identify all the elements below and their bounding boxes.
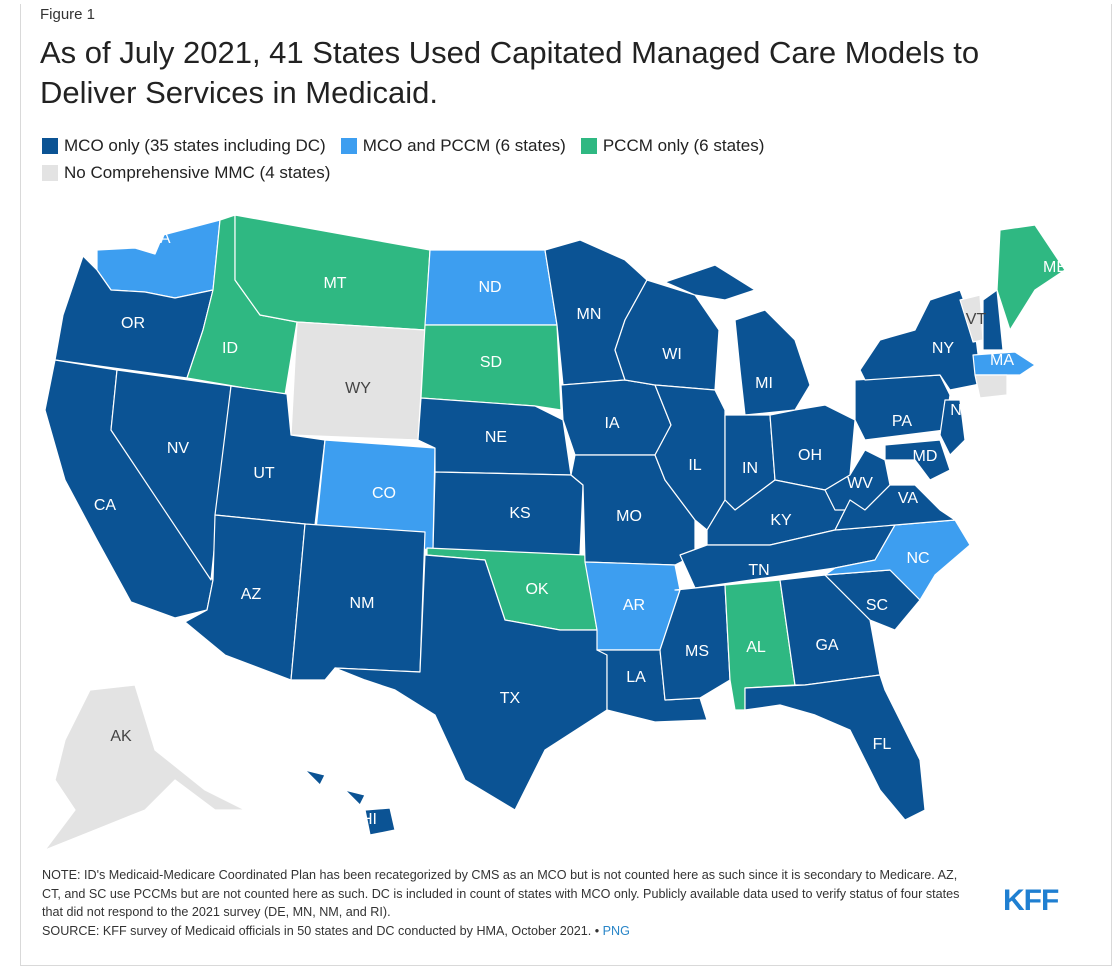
state-mt[interactable] bbox=[234, 214, 431, 331]
label-ks: KS bbox=[509, 505, 530, 522]
label-mn: MN bbox=[577, 306, 602, 323]
legend-label-mco-pccm: MCO and PCCM (6 states) bbox=[362, 135, 566, 155]
kff-logo: KFF bbox=[1003, 884, 1059, 917]
legend-item-mco-only: MCO only (35 states including DC) bbox=[42, 136, 326, 156]
label-ak: AK bbox=[110, 728, 132, 745]
label-ar: AR bbox=[623, 597, 645, 614]
label-oh: OH bbox=[798, 447, 822, 464]
label-nm: NM bbox=[350, 595, 375, 612]
label-sd: SD bbox=[480, 354, 502, 371]
label-me: ME bbox=[1043, 259, 1067, 276]
label-ca: CA bbox=[94, 497, 117, 514]
state-me[interactable] bbox=[996, 224, 1066, 331]
label-hi: HI bbox=[361, 811, 377, 828]
label-nc: NC bbox=[906, 550, 929, 567]
label-nj: NJ bbox=[950, 402, 970, 419]
legend-item-pccm-only: PCCM only (6 states) bbox=[580, 135, 765, 156]
label-az: AZ bbox=[241, 586, 262, 603]
note-text: NOTE: ID's Medicaid-Medicare Coordinated… bbox=[42, 868, 960, 919]
legend-label-pccm-only: PCCM only (6 states) bbox=[602, 135, 765, 155]
legend-swatch-mco-pccm bbox=[340, 137, 357, 154]
label-or: OR bbox=[121, 315, 145, 332]
state-nj[interactable] bbox=[939, 399, 966, 456]
state-nh bbox=[982, 289, 1004, 351]
state-hi[interactable] bbox=[304, 769, 396, 836]
legend-swatch-pccm-only bbox=[580, 137, 597, 154]
label-ky: KY bbox=[770, 512, 792, 529]
state-fl[interactable] bbox=[744, 674, 926, 821]
state-wv[interactable] bbox=[824, 449, 891, 511]
label-ne: NE bbox=[485, 429, 507, 446]
us-map-svg: WA OR CA NV ID MT WY UT AZ CO NM ND SD N… bbox=[44, 214, 1067, 851]
state-ma[interactable] bbox=[972, 351, 1036, 376]
label-mi: MI bbox=[755, 375, 773, 392]
label-vt: VT bbox=[966, 311, 987, 328]
label-ok: OK bbox=[525, 581, 548, 598]
legend-item-mco-pccm: MCO and PCCM (6 states) bbox=[340, 135, 566, 156]
label-il: IL bbox=[688, 457, 701, 474]
state-ak[interactable] bbox=[44, 684, 246, 851]
label-la: LA bbox=[626, 669, 646, 686]
source-line: SOURCE: KFF survey of Medicaid officials… bbox=[42, 922, 972, 941]
state-va[interactable] bbox=[834, 484, 956, 531]
figure-label: Figure 1 bbox=[40, 6, 96, 23]
legend-swatch-no-mmc bbox=[42, 164, 58, 181]
label-sc: SC bbox=[866, 597, 888, 614]
label-nd: ND bbox=[478, 279, 501, 296]
state-pa[interactable] bbox=[854, 374, 951, 441]
legend-label-mco-only: MCO only (35 states including DC) bbox=[64, 135, 326, 155]
label-wy: WY bbox=[345, 380, 371, 397]
figure-frame bbox=[20, 4, 1112, 966]
state-md[interactable] bbox=[884, 439, 951, 481]
label-ms: MS bbox=[685, 643, 709, 660]
legend-item-no-mmc: No Comprehensive MMC (4 states) bbox=[42, 163, 330, 183]
label-va: VA bbox=[898, 490, 918, 507]
figure-title: As of July 2021, 41 States Used Capitate… bbox=[40, 35, 980, 110]
label-in: IN bbox=[742, 460, 758, 477]
label-wv: WV bbox=[847, 475, 873, 492]
label-tx: TX bbox=[500, 690, 521, 707]
legend-label-no-mmc: No Comprehensive MMC (4 states) bbox=[64, 162, 331, 182]
label-mo: MO bbox=[616, 508, 642, 525]
label-fl: FL bbox=[873, 736, 892, 753]
label-nv: NV bbox=[167, 440, 190, 457]
label-al: AL bbox=[746, 639, 766, 656]
state-ks[interactable] bbox=[432, 471, 584, 556]
state-il[interactable] bbox=[654, 384, 726, 531]
figure-notes: NOTE: ID's Medicaid-Medicare Coordinated… bbox=[42, 866, 972, 940]
state-tx[interactable] bbox=[334, 554, 608, 811]
state-sd[interactable] bbox=[420, 324, 562, 411]
label-wi: WI bbox=[662, 346, 682, 363]
label-tn: TN bbox=[748, 562, 769, 579]
label-ny: NY bbox=[932, 340, 955, 357]
us-map: WA OR CA NV ID MT WY UT AZ CO NM ND SD N… bbox=[35, 210, 1075, 851]
state-mi[interactable] bbox=[664, 264, 811, 416]
label-md: MD bbox=[913, 448, 938, 465]
state-nc[interactable] bbox=[824, 519, 971, 601]
state-nv[interactable] bbox=[110, 369, 232, 581]
legend: MCO only (35 states including DC) MCO an… bbox=[42, 132, 942, 186]
label-mt: MT bbox=[323, 275, 346, 292]
label-ma: MA bbox=[990, 352, 1014, 369]
state-labels: WA OR CA NV ID MT WY UT AZ CO NM ND SD N… bbox=[94, 230, 1067, 828]
label-ia: IA bbox=[604, 415, 619, 432]
label-ga: GA bbox=[815, 637, 838, 654]
label-co: CO bbox=[372, 485, 396, 502]
state-ct[interactable] bbox=[974, 374, 1008, 399]
label-id: ID bbox=[222, 340, 238, 357]
png-link[interactable]: PNG bbox=[602, 923, 630, 938]
label-pa: PA bbox=[892, 413, 912, 430]
label-ut: UT bbox=[253, 465, 275, 482]
label-wa: WA bbox=[145, 230, 171, 247]
source-text: SOURCE: KFF survey of Medicaid officials… bbox=[42, 923, 600, 938]
legend-swatch-mco-only bbox=[42, 137, 58, 154]
